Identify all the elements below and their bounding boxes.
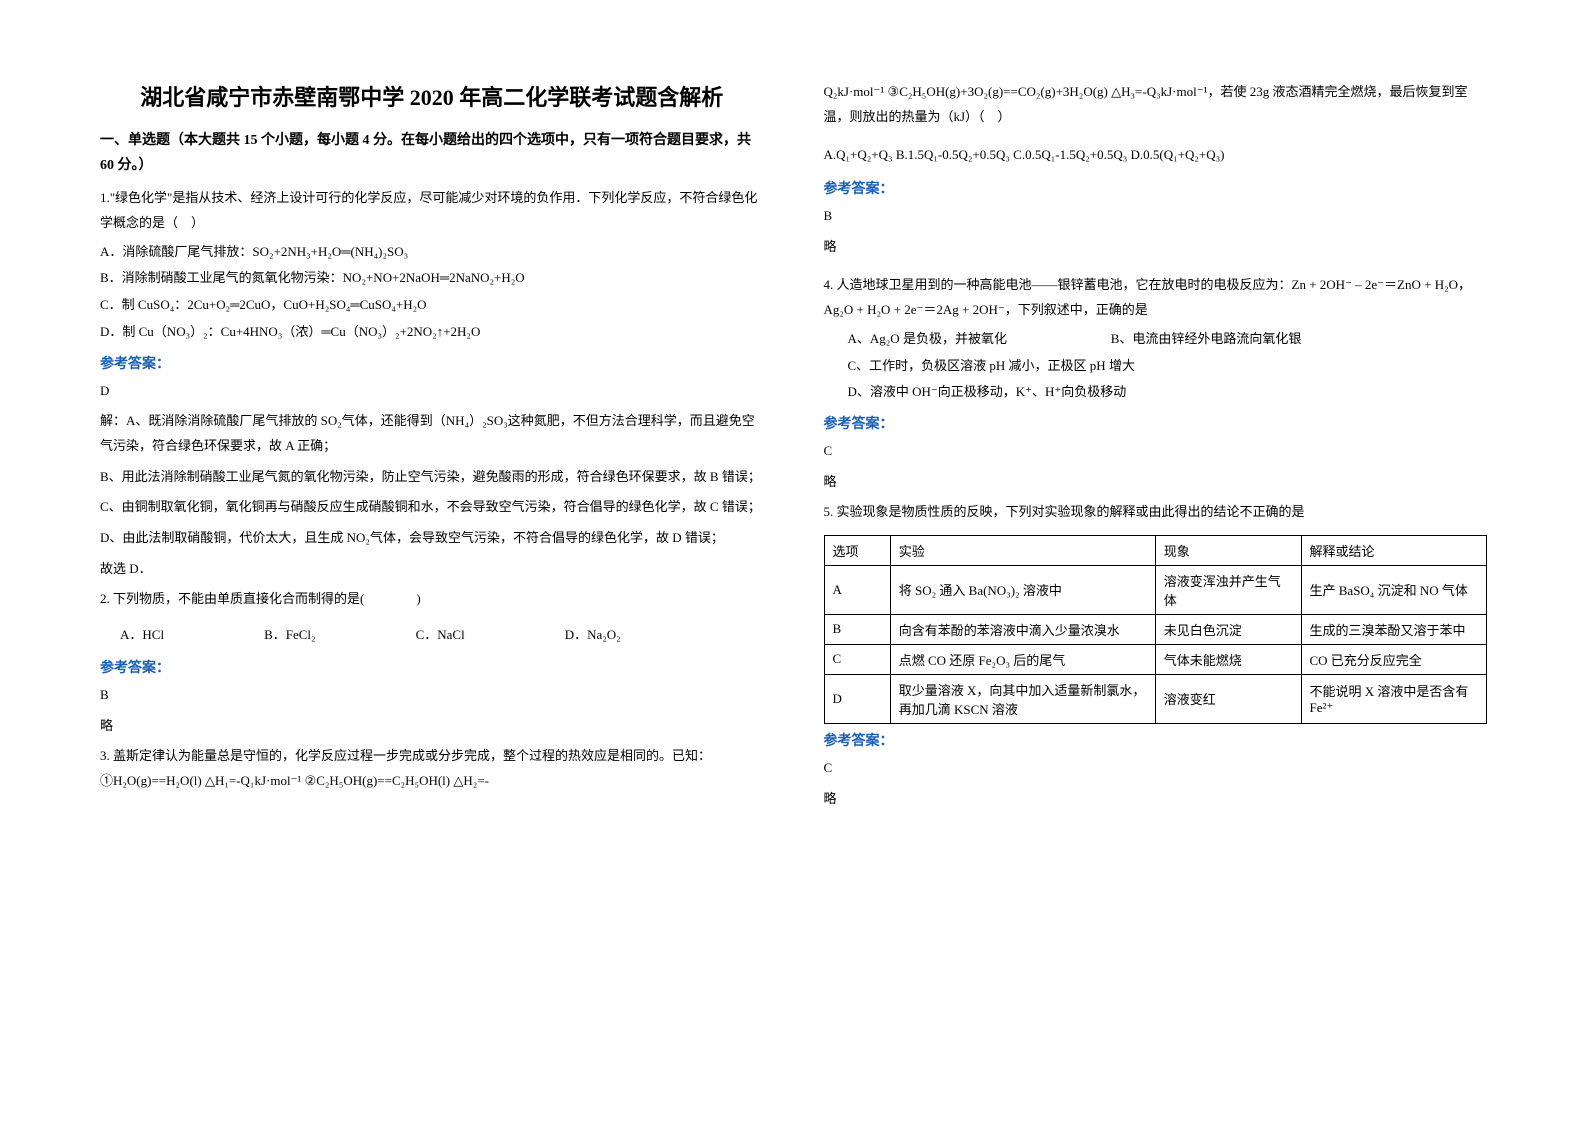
q2-option-d: D．Na₂O₂ [565,624,621,643]
q4-option-d: D、溶液中 OH⁻向正极移动，K⁺、H⁺向负极移动 [848,380,1488,405]
q1-exp-b: B、用此法消除制硝酸工业尾气氮的氧化物污染，防止空气污染，避免酸雨的形成，符合绿… [100,465,764,490]
q5-text: 5. 实验现象是物质性质的反映，下列对实验现象的解释或由此得出的结论不正确的是 [824,500,1488,525]
q1-option-d: D．制 Cu（NO₃）₂：Cu+4HNO₃（浓）═Cu（NO₃）₂+2NO₂↑+… [100,320,764,345]
cell-con: 不能说明 X 溶液中是否含有 Fe²⁺ [1301,674,1487,723]
q4-answer: C [824,439,1488,464]
cell-opt: A [824,565,890,614]
cell-phe: 溶液变浑浊并产生气体 [1155,565,1301,614]
th-conclusion: 解释或结论 [1301,535,1487,565]
q4-answer-label: 参考答案： [824,413,1488,433]
table-row: C 点燃 CO 还原 Fe₂O₃ 后的尾气 气体未能燃烧 CO 已充分反应完全 [824,644,1487,674]
right-column: Q₂kJ·mol⁻¹ ③C₂H₅OH(g)+3O₂(g)==CO₂(g)+3H₂… [824,80,1488,1042]
cell-exp: 向含有苯酚的苯溶液中滴入少量浓溴水 [890,614,1155,644]
q4-row-ab: A、Ag₂O 是负极，并被氧化 B、电流由锌经外电路流向氧化银 [848,327,1488,352]
q5-brief: 略 [824,787,1488,812]
q2-option-b: B．FeCl₂ [264,624,316,643]
left-column: 湖北省咸宁市赤壁南鄂中学 2020 年高二化学联考试题含解析 一、单选题（本大题… [100,80,764,1042]
q2-options: A．HCl B．FeCl₂ C．NaCl D．Na₂O₂ [120,624,764,643]
cell-con: 生成的三溴苯酚又溶于苯中 [1301,614,1487,644]
cell-phe: 溶液变红 [1155,674,1301,723]
table-row: D 取少量溶液 X，向其中加入适量新制氯水，再加几滴 KSCN 溶液 溶液变红 … [824,674,1487,723]
q2-text: 2. 下列物质，不能由单质直接化合而制得的是( ) [100,587,764,612]
q3-brief: 略 [824,235,1488,260]
q1-exp-a: 解：A、既消除消除硫酸厂尾气排放的 SO₂气体，还能得到（NH₄）₂SO₃这种氮… [100,409,764,458]
q1-option-c: C．制 CuSO₄：2Cu+O₂═2CuO，CuO+H₂SO₄═CuSO₄+H₂… [100,293,764,318]
q1-exp-e: 故选 D． [100,557,764,582]
q2-option-c: C．NaCl [416,624,465,643]
section-header: 一、单选题（本大题共 15 个小题，每小题 4 分。在每小题给出的四个选项中，只… [100,128,764,178]
q2-answer: B [100,683,764,708]
q3-answer: B [824,204,1488,229]
q1-exp-c: C、由铜制取氧化铜，氧化铜再与硝酸反应生成硝酸铜和水，不会导致空气污染，符合倡导… [100,495,764,520]
q5-answer: C [824,756,1488,781]
cell-exp: 将 SO₂ 通入 Ba(NO₃)₂ 溶液中 [890,565,1155,614]
q3-text-cont: Q₂kJ·mol⁻¹ ③C₂H₅OH(g)+3O₂(g)==CO₂(g)+3H₂… [824,80,1488,129]
table-header-row: 选项 实验 现象 解释或结论 [824,535,1487,565]
q1-text: 1."绿色化学"是指从技术、经济上设计可行的化学反应，尽可能减少对环境的负作用．… [100,186,764,235]
q1-answer-label: 参考答案： [100,353,764,373]
th-phenomenon: 现象 [1155,535,1301,565]
q1-option-b: B．消除制硝酸工业尾气的氮氧化物污染：NO₂+NO+2NaOH═2NaNO₂+H… [100,266,764,291]
q4-brief: 略 [824,470,1488,495]
q2-brief: 略 [100,714,764,739]
q3-answer-label: 参考答案： [824,178,1488,198]
q1-answer: D [100,379,764,404]
q1-exp-d: D、由此法制取硝酸铜，代价太大，且生成 NO₂气体，会导致空气污染，不符合倡导的… [100,526,764,551]
cell-con: CO 已充分反应完全 [1301,644,1487,674]
q4-text: 4. 人造地球卫星用到的一种高能电池——银锌蓄电池，它在放电时的电极反应为：Zn… [824,273,1488,322]
q2-answer-label: 参考答案： [100,657,764,677]
th-option: 选项 [824,535,890,565]
q2-option-a: A．HCl [120,624,164,643]
cell-exp: 点燃 CO 还原 Fe₂O₃ 后的尾气 [890,644,1155,674]
q4-option-b: B、电流由锌经外电路流向氧化银 [1111,331,1302,346]
th-experiment: 实验 [890,535,1155,565]
q5-table: 选项 实验 现象 解释或结论 A 将 SO₂ 通入 Ba(NO₃)₂ 溶液中 溶… [824,535,1488,724]
cell-opt: C [824,644,890,674]
q3-options: A.Q₁+Q₂+Q₃ B.1.5Q₁-0.5Q₂+0.5Q₃ C.0.5Q₁-1… [824,143,1488,168]
cell-phe: 未见白色沉淀 [1155,614,1301,644]
table-row: A 将 SO₂ 通入 Ba(NO₃)₂ 溶液中 溶液变浑浊并产生气体 生产 Ba… [824,565,1487,614]
q3-text: 3. 盖斯定律认为能量总是守恒的，化学反应过程一步完成或分步完成，整个过程的热效… [100,744,764,793]
document-title: 湖北省咸宁市赤壁南鄂中学 2020 年高二化学联考试题含解析 [100,80,764,112]
q4-option-c: C、工作时，负极区溶液 pH 减小，正极区 pH 增大 [848,354,1488,379]
table-row: B 向含有苯酚的苯溶液中滴入少量浓溴水 未见白色沉淀 生成的三溴苯酚又溶于苯中 [824,614,1487,644]
cell-opt: D [824,674,890,723]
cell-exp: 取少量溶液 X，向其中加入适量新制氯水，再加几滴 KSCN 溶液 [890,674,1155,723]
cell-phe: 气体未能燃烧 [1155,644,1301,674]
cell-opt: B [824,614,890,644]
q1-option-a: A．消除硫酸厂尾气排放：SO₂+2NH₃+H₂O═(NH₄)₂SO₃ [100,240,764,265]
q5-answer-label: 参考答案： [824,730,1488,750]
cell-con: 生产 BaSO₄ 沉淀和 NO 气体 [1301,565,1487,614]
q4-option-a: A、Ag₂O 是负极，并被氧化 [848,327,1108,352]
